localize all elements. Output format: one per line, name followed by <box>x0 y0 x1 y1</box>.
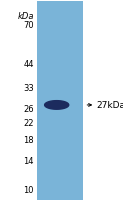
Text: kDa: kDa <box>17 12 34 20</box>
Text: 26: 26 <box>23 104 34 113</box>
Text: 27kDa: 27kDa <box>96 101 123 110</box>
Bar <box>37 2 83 200</box>
Text: 10: 10 <box>23 185 34 194</box>
Text: 22: 22 <box>23 118 34 127</box>
Text: 18: 18 <box>23 135 34 144</box>
Text: 44: 44 <box>23 60 34 69</box>
Polygon shape <box>45 101 69 110</box>
Text: 14: 14 <box>23 156 34 165</box>
Text: 70: 70 <box>23 21 34 29</box>
Text: 33: 33 <box>23 84 34 93</box>
